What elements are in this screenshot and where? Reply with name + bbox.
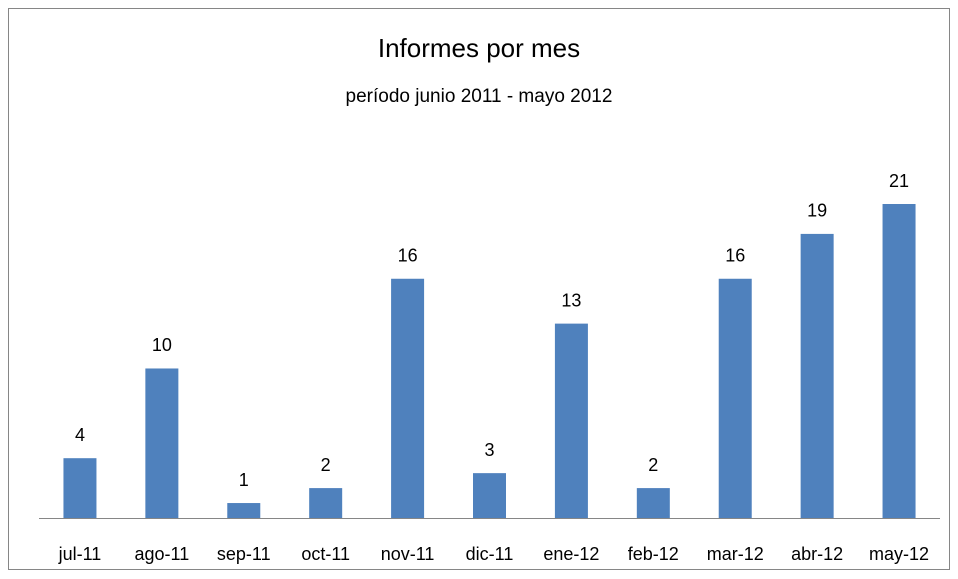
data-label: 21 (889, 171, 909, 191)
data-label: 16 (725, 246, 745, 266)
x-tick-label: mar-12 (707, 544, 764, 564)
x-tick-label: sep-11 (217, 544, 271, 564)
data-label: 16 (398, 246, 418, 266)
bar (636, 488, 670, 518)
x-tick-label: may-12 (869, 544, 929, 564)
x-tick-label: oct-11 (301, 544, 350, 564)
x-tick-label: nov-11 (381, 544, 435, 564)
bar (800, 233, 834, 518)
x-tick-label: ene-12 (543, 544, 599, 564)
x-tick-label: ago-11 (135, 544, 190, 564)
bar (882, 204, 916, 518)
data-label: 4 (75, 425, 85, 445)
data-label: 10 (152, 335, 172, 355)
bar (145, 368, 179, 518)
data-label: 1 (239, 470, 249, 490)
data-label: 3 (484, 440, 494, 460)
data-label: 13 (561, 290, 581, 310)
x-tick-label: abr-12 (791, 544, 843, 564)
data-label: 2 (648, 455, 658, 475)
bar (63, 458, 97, 518)
x-tick-label: jul-11 (58, 544, 102, 564)
chart-subtitle: período junio 2011 - mayo 2012 (346, 86, 613, 107)
bar (391, 278, 425, 518)
bar (473, 473, 506, 518)
x-tick-label: feb-12 (628, 544, 679, 564)
x-tick-label: dic-11 (466, 544, 514, 564)
bar (227, 503, 261, 518)
data-label: 2 (321, 455, 331, 475)
chart-title: Informes por mes (378, 33, 580, 63)
data-label: 19 (807, 201, 827, 221)
bar (554, 323, 588, 518)
bar (718, 278, 752, 518)
bar (309, 488, 343, 518)
